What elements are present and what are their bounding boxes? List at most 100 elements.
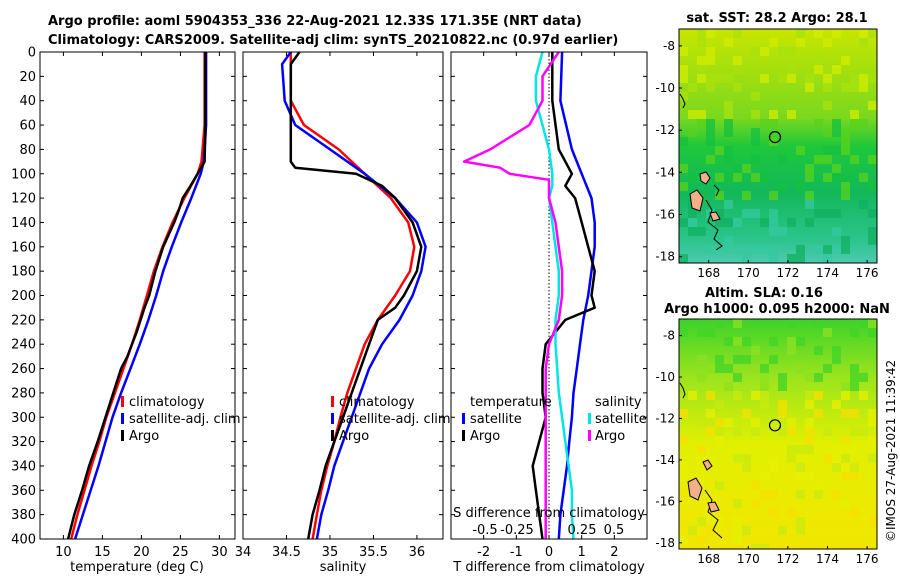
map-cell (841, 173, 850, 182)
salinity-panel: 34 34.5 35 35.5 36 salinity climatology sate… (235, 51, 451, 575)
map-y-tick-label: -16 (655, 494, 675, 508)
map-cell (850, 328, 859, 337)
legend-swatch-s-satellite (588, 413, 591, 424)
coast-line (713, 184, 720, 197)
map-cell (823, 146, 832, 155)
map-cell (859, 373, 868, 382)
map-cell (769, 355, 778, 364)
island (707, 501, 720, 513)
map-cell (805, 427, 814, 436)
map-cell (760, 245, 769, 254)
map-y-tick-label: -10 (655, 370, 675, 384)
coast-line (704, 489, 723, 539)
map-cell (814, 409, 823, 418)
map-cell (697, 38, 706, 47)
map-cell (805, 400, 814, 409)
map-cell (706, 83, 715, 92)
map-cell (742, 209, 751, 218)
map-cell (742, 454, 751, 463)
map-cell (841, 245, 850, 254)
map-cell (715, 209, 724, 218)
map-cell (814, 490, 823, 499)
map-cell (823, 328, 832, 337)
map-cell (733, 218, 742, 227)
map-cell (859, 319, 868, 328)
map-cell (787, 427, 796, 436)
map-cell (823, 101, 832, 110)
map-cell (760, 218, 769, 227)
map-y-tick-label: -18 (655, 536, 675, 550)
map-cell (688, 218, 697, 227)
map-cell (850, 472, 859, 481)
map-cell (859, 200, 868, 209)
map-cell (823, 83, 832, 92)
map-cell (832, 463, 841, 472)
map-cell (715, 427, 724, 436)
map-cell (697, 481, 706, 490)
y-tick-label: 380 (11, 508, 36, 523)
map-x-tick-label: 174 (816, 266, 839, 280)
y-tick-label: 400 (11, 533, 36, 548)
map-cell (679, 535, 688, 544)
map-cell (805, 164, 814, 173)
map-cell (868, 454, 877, 463)
map-cell (859, 173, 868, 182)
map-cell (841, 391, 850, 400)
legend-label-s-satellite: satellite (595, 412, 647, 427)
map-cell (832, 128, 841, 137)
map-cell (724, 236, 733, 245)
legend-title-temperature: temperature (470, 395, 552, 410)
legend-swatch-t-satellite (462, 413, 465, 424)
map-cell (706, 74, 715, 83)
map-cell (733, 319, 742, 328)
map-cell (868, 29, 877, 38)
map-cell (733, 56, 742, 65)
map-y-tick-label: -14 (655, 453, 675, 467)
map-cell (805, 436, 814, 445)
map-cell (868, 517, 877, 526)
map-cell (868, 155, 877, 164)
map-cell (679, 328, 688, 337)
map-cell (724, 418, 733, 427)
map-cell (751, 427, 760, 436)
map-cell (706, 29, 715, 38)
map-cell (778, 182, 787, 191)
salinity-xlabel: salinity (320, 560, 367, 575)
map-cell (787, 418, 796, 427)
map-x-tick-label: 170 (737, 266, 760, 280)
map-cell (733, 526, 742, 535)
map-cell (724, 119, 733, 128)
sla-cells (679, 319, 877, 549)
map-cell (742, 191, 751, 200)
map-cell (751, 544, 760, 549)
map-cell (715, 481, 724, 490)
map-cell (850, 364, 859, 373)
y-tick-label: 240 (11, 338, 36, 353)
y-tick-label: 60 (19, 119, 36, 134)
map-cell (742, 254, 751, 263)
map-cell (742, 164, 751, 173)
map-cell (760, 119, 769, 128)
map-cell (751, 346, 760, 355)
map-cell (841, 137, 850, 146)
map-cell (832, 245, 841, 254)
legend-swatch-s-argo (588, 430, 591, 441)
map-cell (868, 74, 877, 83)
map-y-tick-label: -12 (655, 123, 675, 137)
map-cell (823, 173, 832, 182)
map-cell (706, 391, 715, 400)
map-cell (796, 254, 805, 263)
map-cell (688, 526, 697, 535)
map-y-tick-label: -10 (655, 81, 675, 95)
map-cell (769, 463, 778, 472)
map-cell (688, 391, 697, 400)
map-cell (769, 191, 778, 200)
x-tick-label: 15 (94, 545, 111, 560)
legend-swatch-argo (331, 430, 334, 441)
map-cell (724, 382, 733, 391)
map-cell (769, 110, 778, 119)
series-line-s-satellite (534, 51, 575, 540)
map-cell (760, 47, 769, 56)
map-cell (850, 409, 859, 418)
map-cell (868, 227, 877, 236)
